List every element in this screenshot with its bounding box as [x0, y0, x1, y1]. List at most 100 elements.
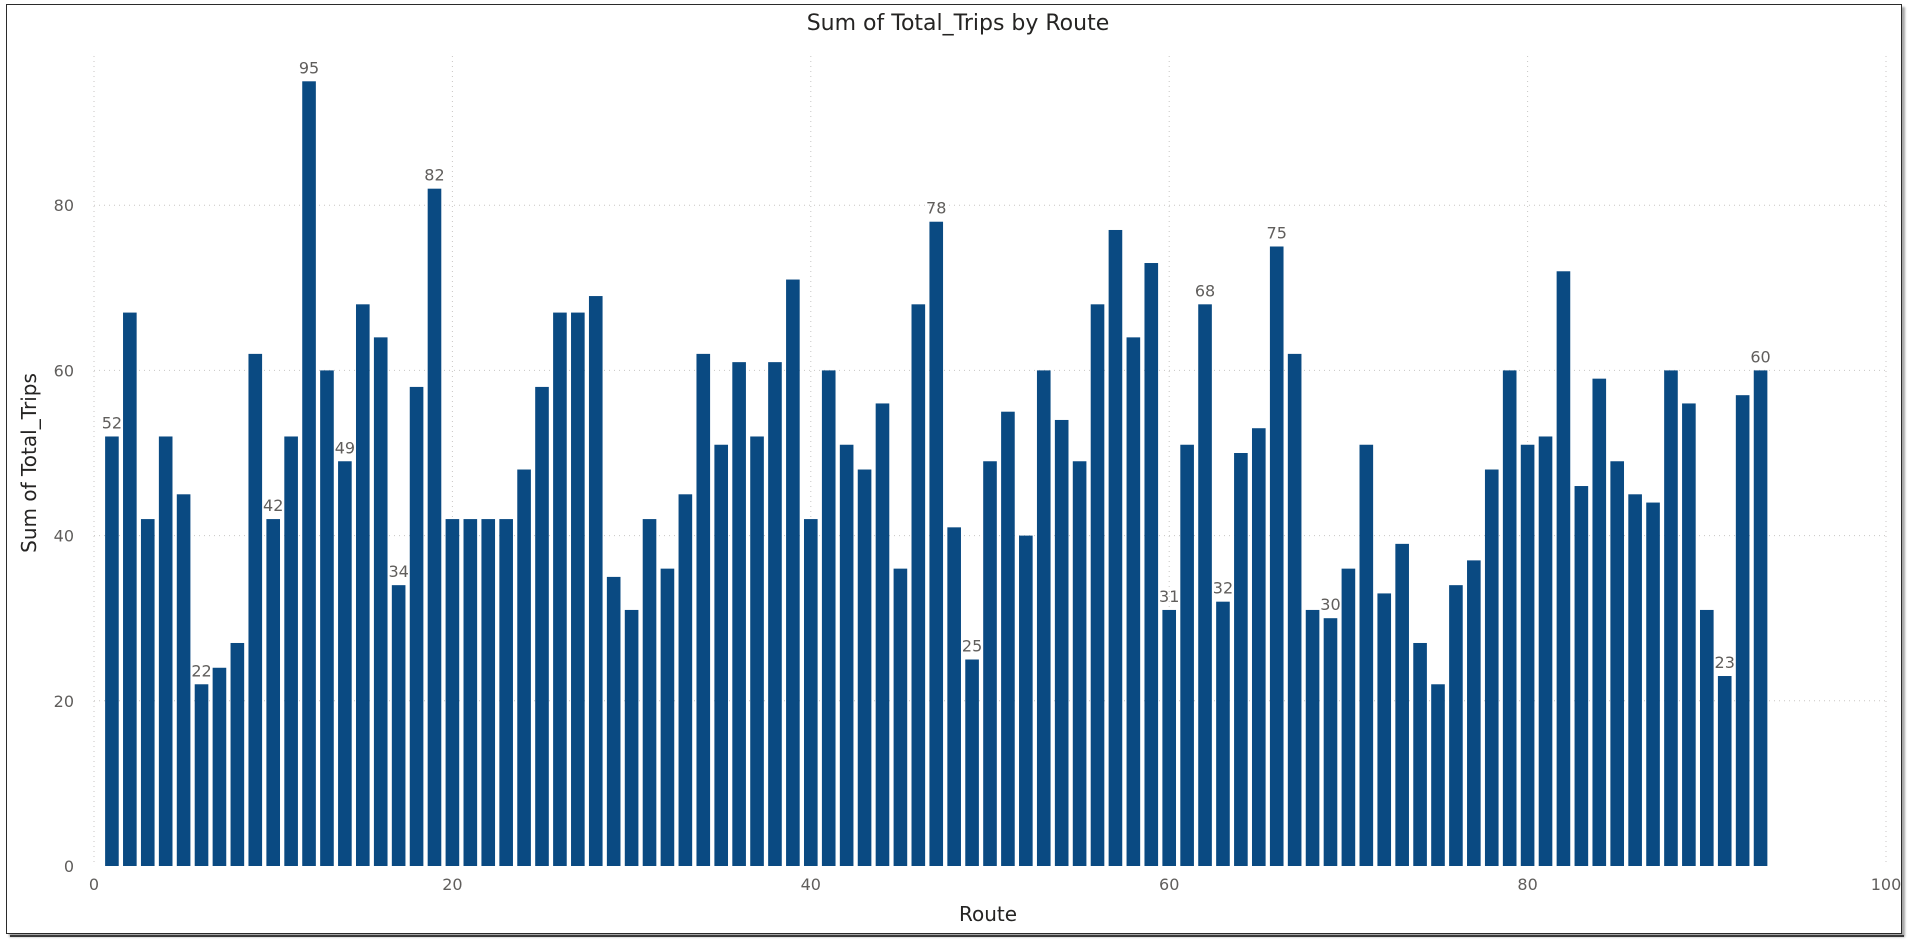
bar-route-26[interactable] — [553, 312, 567, 867]
bar-route-74[interactable] — [1413, 642, 1427, 866]
bar-route-52[interactable] — [1019, 535, 1033, 866]
bar-route-39[interactable] — [786, 279, 800, 866]
bar-route-8[interactable] — [230, 642, 245, 866]
bar-route-43[interactable] — [857, 469, 872, 866]
bar-route-89[interactable] — [1682, 403, 1696, 866]
bar-route-72[interactable] — [1377, 593, 1392, 866]
bar-route-44[interactable] — [875, 403, 890, 866]
bar-route-29[interactable] — [606, 576, 621, 866]
bar-route-41[interactable] — [821, 370, 836, 866]
bar-route-38[interactable] — [768, 362, 782, 866]
bar-route-7[interactable] — [212, 667, 227, 866]
bar-route-61[interactable] — [1180, 444, 1194, 866]
bar-route-63[interactable] — [1216, 601, 1230, 866]
bar-route-37[interactable] — [750, 436, 764, 866]
bar-route-50[interactable] — [983, 461, 997, 866]
bar-route-49[interactable] — [965, 659, 979, 867]
bar-route-28[interactable] — [588, 296, 603, 866]
bar-route-3[interactable] — [140, 519, 155, 866]
bar-route-92[interactable] — [1735, 395, 1750, 866]
bar-route-62[interactable] — [1198, 304, 1212, 866]
bar-route-71[interactable] — [1359, 444, 1374, 866]
bar-route-87[interactable] — [1646, 502, 1660, 866]
bar-route-40[interactable] — [803, 519, 818, 866]
bar-route-4[interactable] — [158, 436, 173, 866]
bar-route-9[interactable] — [248, 353, 263, 866]
bar-route-84[interactable] — [1592, 378, 1607, 866]
bar-route-88[interactable] — [1664, 370, 1678, 866]
bar-route-33[interactable] — [678, 494, 693, 866]
bar-route-14[interactable] — [338, 461, 352, 866]
bar-route-93[interactable] — [1753, 370, 1768, 866]
bar-route-17[interactable] — [391, 585, 406, 866]
bar-route-32[interactable] — [660, 568, 675, 866]
bar-route-56[interactable] — [1090, 304, 1105, 866]
bar-route-64[interactable] — [1234, 453, 1248, 866]
bar-route-75[interactable] — [1431, 684, 1445, 866]
data-label: 75 — [1267, 224, 1287, 243]
data-label: 68 — [1195, 281, 1215, 300]
bar-route-19[interactable] — [427, 188, 442, 866]
bar-route-79[interactable] — [1502, 370, 1517, 866]
bar-route-73[interactable] — [1395, 543, 1409, 866]
bar-route-83[interactable] — [1574, 486, 1589, 866]
bar-route-48[interactable] — [947, 527, 961, 866]
bar-route-22[interactable] — [481, 519, 496, 866]
bar-route-24[interactable] — [517, 469, 531, 866]
bar-route-81[interactable] — [1538, 436, 1553, 866]
bar-route-51[interactable] — [1001, 411, 1015, 866]
bar-route-53[interactable] — [1036, 370, 1051, 866]
bar-route-80[interactable] — [1520, 444, 1535, 866]
bar-route-67[interactable] — [1287, 353, 1302, 866]
bar-route-78[interactable] — [1484, 469, 1499, 866]
bar-route-21[interactable] — [463, 519, 478, 866]
bar-route-13[interactable] — [320, 370, 334, 866]
bar-route-82[interactable] — [1556, 271, 1571, 866]
bar-route-6[interactable] — [194, 684, 209, 866]
bar-route-57[interactable] — [1108, 229, 1123, 867]
bar-route-55[interactable] — [1072, 461, 1087, 866]
bar-route-69[interactable] — [1323, 618, 1338, 866]
bar-route-90[interactable] — [1699, 609, 1714, 866]
y-tick-label: 20 — [54, 692, 74, 711]
chart-title: Sum of Total_Trips by Route — [807, 11, 1110, 36]
data-label: 49 — [335, 438, 355, 457]
bar-route-1[interactable] — [105, 436, 119, 866]
bar-route-42[interactable] — [839, 444, 854, 866]
bar-route-76[interactable] — [1449, 585, 1463, 866]
bar-route-68[interactable] — [1305, 609, 1320, 866]
bar-route-35[interactable] — [714, 444, 729, 866]
bar-route-91[interactable] — [1717, 676, 1732, 866]
bar-route-12[interactable] — [302, 81, 316, 867]
bar-route-85[interactable] — [1610, 461, 1625, 866]
bar-route-34[interactable] — [696, 353, 711, 866]
bar-route-70[interactable] — [1341, 568, 1356, 866]
bar-route-60[interactable] — [1162, 609, 1177, 866]
bar-route-10[interactable] — [266, 519, 281, 866]
bar-route-77[interactable] — [1467, 560, 1481, 866]
bar-route-18[interactable] — [409, 386, 424, 866]
bar-route-47[interactable] — [929, 221, 944, 867]
bar-route-20[interactable] — [445, 519, 460, 866]
bar-route-27[interactable] — [571, 312, 585, 867]
bar-route-59[interactable] — [1144, 263, 1159, 866]
bar-route-54[interactable] — [1054, 419, 1069, 866]
bar-route-31[interactable] — [642, 519, 657, 866]
bar-route-2[interactable] — [123, 312, 137, 867]
bar-route-11[interactable] — [284, 436, 298, 866]
bar-route-15[interactable] — [355, 304, 370, 866]
bar-route-58[interactable] — [1126, 337, 1141, 866]
y-tick-label: 40 — [54, 527, 74, 546]
bar-route-36[interactable] — [732, 362, 746, 866]
bar-route-66[interactable] — [1269, 246, 1284, 867]
bar-route-25[interactable] — [535, 386, 549, 866]
bar-route-86[interactable] — [1628, 494, 1642, 866]
bar-route-5[interactable] — [176, 494, 191, 866]
bar-route-46[interactable] — [911, 304, 926, 866]
bar-route-65[interactable] — [1251, 428, 1266, 866]
bar-route-45[interactable] — [893, 568, 908, 866]
bar-route-16[interactable] — [373, 337, 388, 866]
bar-route-23[interactable] — [499, 519, 513, 866]
bar-route-30[interactable] — [624, 609, 639, 866]
bars — [105, 81, 1768, 867]
